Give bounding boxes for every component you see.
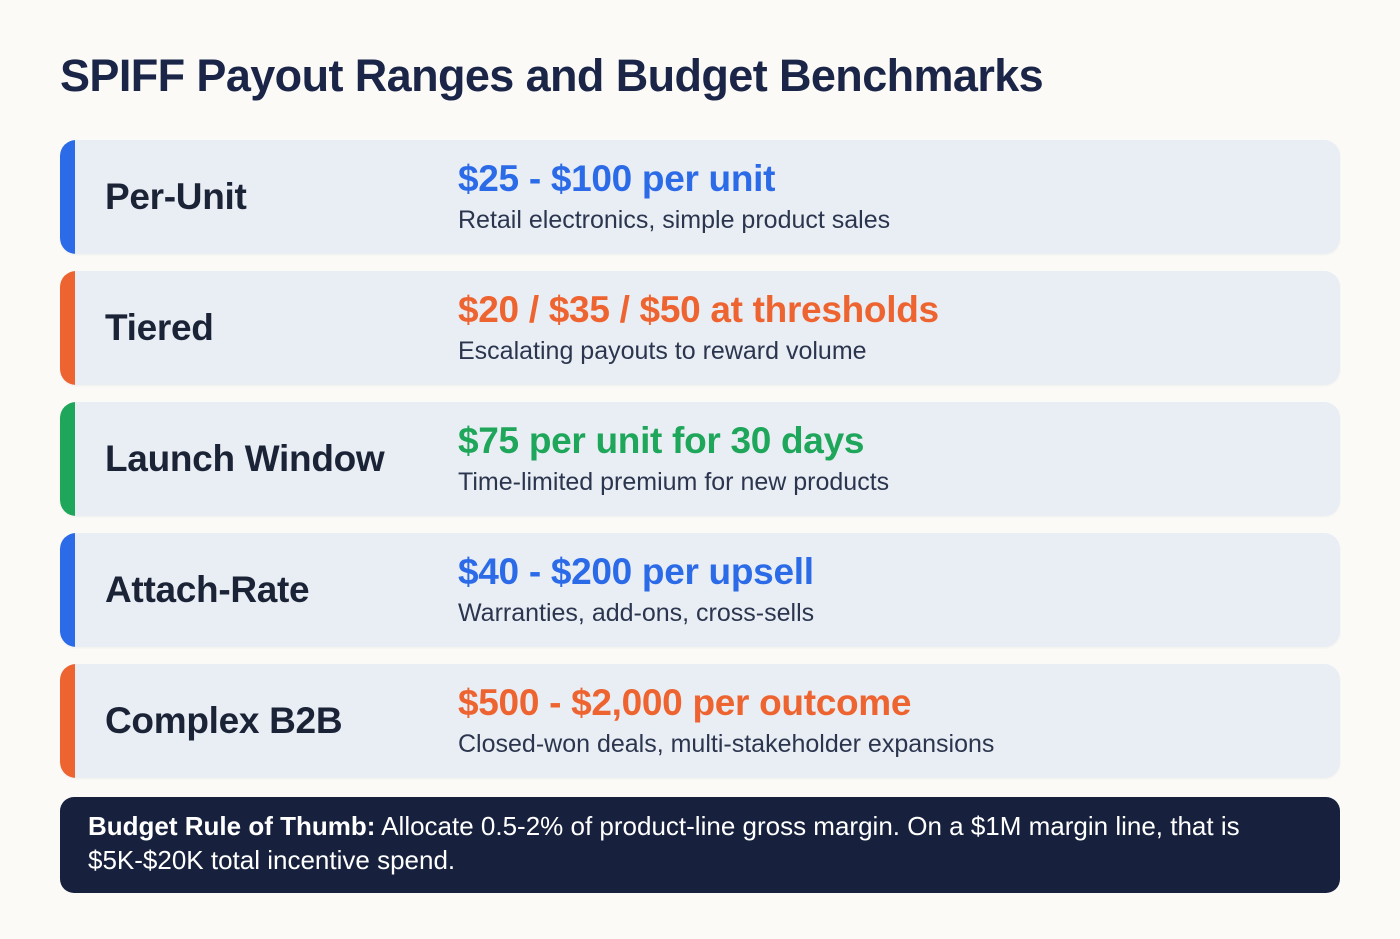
card-label: Complex B2B xyxy=(105,700,343,741)
card-value-block: $500 - $2,000 per outcome Closed-won dea… xyxy=(458,682,995,759)
card-value-block: $20 / $35 / $50 at thresholds Escalating… xyxy=(458,289,939,366)
card-value: $20 / $35 / $50 at thresholds xyxy=(458,289,939,331)
card-body: Tiered $20 / $35 / $50 at thresholds Esc… xyxy=(75,271,1340,385)
card-value: $25 - $100 per unit xyxy=(458,158,776,200)
card-description: Escalating payouts to reward volume xyxy=(458,336,867,365)
card-label: Attach-Rate xyxy=(105,569,310,610)
card-value-block: $40 - $200 per upsell Warranties, add-on… xyxy=(458,551,815,628)
budget-rule-label: Budget Rule of Thumb: xyxy=(88,811,376,841)
payout-card-per-unit: Per-Unit $25 - $100 per unit Retail elec… xyxy=(60,140,1340,254)
card-value: $75 per unit for 30 days xyxy=(458,420,865,462)
card-body: Attach-Rate $40 - $200 per upsell Warran… xyxy=(75,533,1340,647)
accent-bar xyxy=(60,271,75,385)
budget-rule-text: Allocate 0.5-2% of product-line gross ma… xyxy=(88,811,1240,875)
card-description: Closed-won deals, multi-stakeholder expa… xyxy=(458,729,995,758)
budget-rule-banner: Budget Rule of Thumb: Allocate 0.5-2% of… xyxy=(60,797,1340,893)
card-label: Tiered xyxy=(105,307,214,348)
payout-card-complex-b2b: Complex B2B $500 - $2,000 per outcome Cl… xyxy=(60,664,1340,778)
payout-card-launch-window: Launch Window $75 per unit for 30 days T… xyxy=(60,402,1340,516)
card-description: Time-limited premium for new products xyxy=(458,467,890,496)
accent-bar xyxy=(60,664,75,778)
payout-card-tiered: Tiered $20 / $35 / $50 at thresholds Esc… xyxy=(60,271,1340,385)
card-body: Per-Unit $25 - $100 per unit Retail elec… xyxy=(75,140,1340,254)
card-description: Warranties, add-ons, cross-sells xyxy=(458,598,815,627)
accent-bar xyxy=(60,402,75,516)
card-value-block: $25 - $100 per unit Retail electronics, … xyxy=(458,158,891,235)
card-label: Launch Window xyxy=(105,438,385,479)
card-body: Launch Window $75 per unit for 30 days T… xyxy=(75,402,1340,516)
card-description: Retail electronics, simple product sales xyxy=(458,205,891,234)
payout-card-attach-rate: Attach-Rate $40 - $200 per upsell Warran… xyxy=(60,533,1340,647)
card-body: Complex B2B $500 - $2,000 per outcome Cl… xyxy=(75,664,1340,778)
accent-bar xyxy=(60,533,75,647)
card-value: $40 - $200 per upsell xyxy=(458,551,814,593)
card-value-block: $75 per unit for 30 days Time-limited pr… xyxy=(458,420,890,497)
card-label: Per-Unit xyxy=(105,176,247,217)
accent-bar xyxy=(60,140,75,254)
page-title: SPIFF Payout Ranges and Budget Benchmark… xyxy=(60,50,1044,101)
card-value: $500 - $2,000 per outcome xyxy=(458,682,912,724)
